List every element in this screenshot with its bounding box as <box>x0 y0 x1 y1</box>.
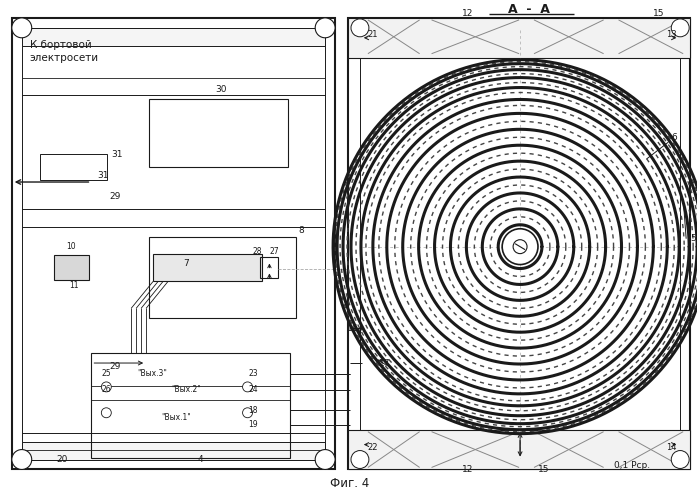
Text: 27: 27 <box>270 247 279 256</box>
Circle shape <box>101 408 111 418</box>
Text: 7: 7 <box>183 259 189 268</box>
Circle shape <box>315 450 335 469</box>
Text: "Вых.1": "Вых.1" <box>161 413 191 422</box>
Bar <box>22 441 325 460</box>
Text: 15: 15 <box>653 9 664 19</box>
Text: К бортовой: К бортовой <box>30 40 92 50</box>
Bar <box>348 18 690 469</box>
Text: "Вых.3": "Вых.3" <box>137 369 167 379</box>
Bar <box>54 255 89 280</box>
Text: 31: 31 <box>97 170 109 180</box>
Bar <box>261 257 278 278</box>
Bar <box>360 28 680 460</box>
Circle shape <box>502 229 538 265</box>
Circle shape <box>12 450 31 469</box>
Bar <box>40 154 108 180</box>
Bar <box>153 254 262 281</box>
Bar <box>92 353 290 458</box>
Text: 4: 4 <box>198 455 203 464</box>
Text: 30: 30 <box>215 85 226 94</box>
Text: 14: 14 <box>666 443 677 452</box>
Text: "Вых.2": "Вых.2" <box>171 385 201 394</box>
Bar <box>12 18 335 469</box>
Text: 19: 19 <box>249 420 258 429</box>
Circle shape <box>315 18 335 38</box>
Text: 24: 24 <box>249 385 258 394</box>
Text: 17: 17 <box>379 358 391 368</box>
Text: А  -  А: А - А <box>508 3 550 16</box>
Circle shape <box>12 18 31 38</box>
Text: 28: 28 <box>253 247 262 256</box>
Bar <box>348 18 690 57</box>
Text: 11: 11 <box>69 281 78 290</box>
Text: 0,1 Рср.: 0,1 Рср. <box>614 461 649 470</box>
Text: 15: 15 <box>538 465 549 474</box>
Circle shape <box>101 382 111 392</box>
Text: 12: 12 <box>461 465 473 474</box>
Text: 12: 12 <box>461 9 473 19</box>
Text: 20: 20 <box>56 455 67 464</box>
Bar <box>149 237 296 318</box>
Text: 10: 10 <box>66 242 76 251</box>
Circle shape <box>351 19 369 37</box>
Text: 21: 21 <box>367 30 377 39</box>
Text: 5: 5 <box>690 234 696 243</box>
Text: 23: 23 <box>249 369 258 379</box>
Circle shape <box>243 382 252 392</box>
Bar <box>22 28 325 460</box>
Text: электросети: электросети <box>30 53 99 63</box>
Text: Фиг. 4: Фиг. 4 <box>331 477 370 490</box>
Text: 22: 22 <box>367 443 377 452</box>
Text: 13: 13 <box>666 30 677 39</box>
Circle shape <box>513 240 527 254</box>
Bar <box>348 430 690 469</box>
Circle shape <box>671 451 689 468</box>
Text: 29: 29 <box>109 361 121 371</box>
Text: 26: 26 <box>101 385 111 394</box>
Text: 6: 6 <box>671 133 677 142</box>
Text: 18: 18 <box>249 406 258 415</box>
Text: 25: 25 <box>101 369 111 379</box>
Text: 8: 8 <box>298 226 304 235</box>
Circle shape <box>351 451 369 468</box>
Text: 29: 29 <box>109 192 121 201</box>
Text: 31: 31 <box>111 150 123 159</box>
Bar <box>149 100 288 167</box>
Circle shape <box>243 408 252 418</box>
Bar <box>22 28 325 46</box>
Circle shape <box>671 19 689 37</box>
Text: 16: 16 <box>347 324 358 333</box>
